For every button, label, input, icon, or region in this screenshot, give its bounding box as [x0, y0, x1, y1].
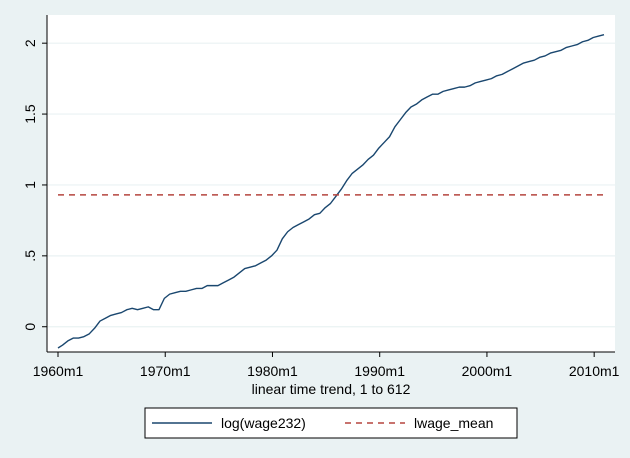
- x-tick-label-2: 1980m1: [247, 363, 298, 379]
- legend: log(wage232) lwage_mean: [144, 407, 518, 439]
- x-tick-label-3: 1990m1: [354, 363, 405, 379]
- y-tick-label-3: 1.5: [22, 104, 38, 124]
- y-axis-ticks: 0 .5 1 1.5 2: [22, 39, 47, 331]
- x-tick-label-5: 2010m1: [569, 363, 620, 379]
- axes: [46, 15, 615, 353]
- plot-area: [47, 15, 615, 352]
- series-layer: [57, 33, 605, 349]
- x-tick-label-4: 2000m1: [462, 363, 513, 379]
- x-axis-title: linear time trend, 1 to 612: [252, 381, 411, 397]
- legend-label-log-wage232: log(wage232): [221, 415, 306, 431]
- y-tick-label-4: 2: [22, 39, 38, 47]
- grid-lines: [47, 42, 615, 328]
- x-tick-label-1: 1970m1: [140, 363, 191, 379]
- series-line-log-wage232: [57, 33, 605, 349]
- legend-label-lwage-mean: lwage_mean: [414, 415, 493, 431]
- y-tick-label-1: .5: [22, 250, 38, 262]
- y-tick-label-0: 0: [22, 323, 38, 331]
- y-tick-label-2: 1: [22, 181, 38, 189]
- x-tick-label-0: 1960m1: [33, 363, 84, 379]
- x-axis-ticks: 1960m1 1970m1 1980m1 1990m1 2000m1 2010m1: [33, 352, 620, 379]
